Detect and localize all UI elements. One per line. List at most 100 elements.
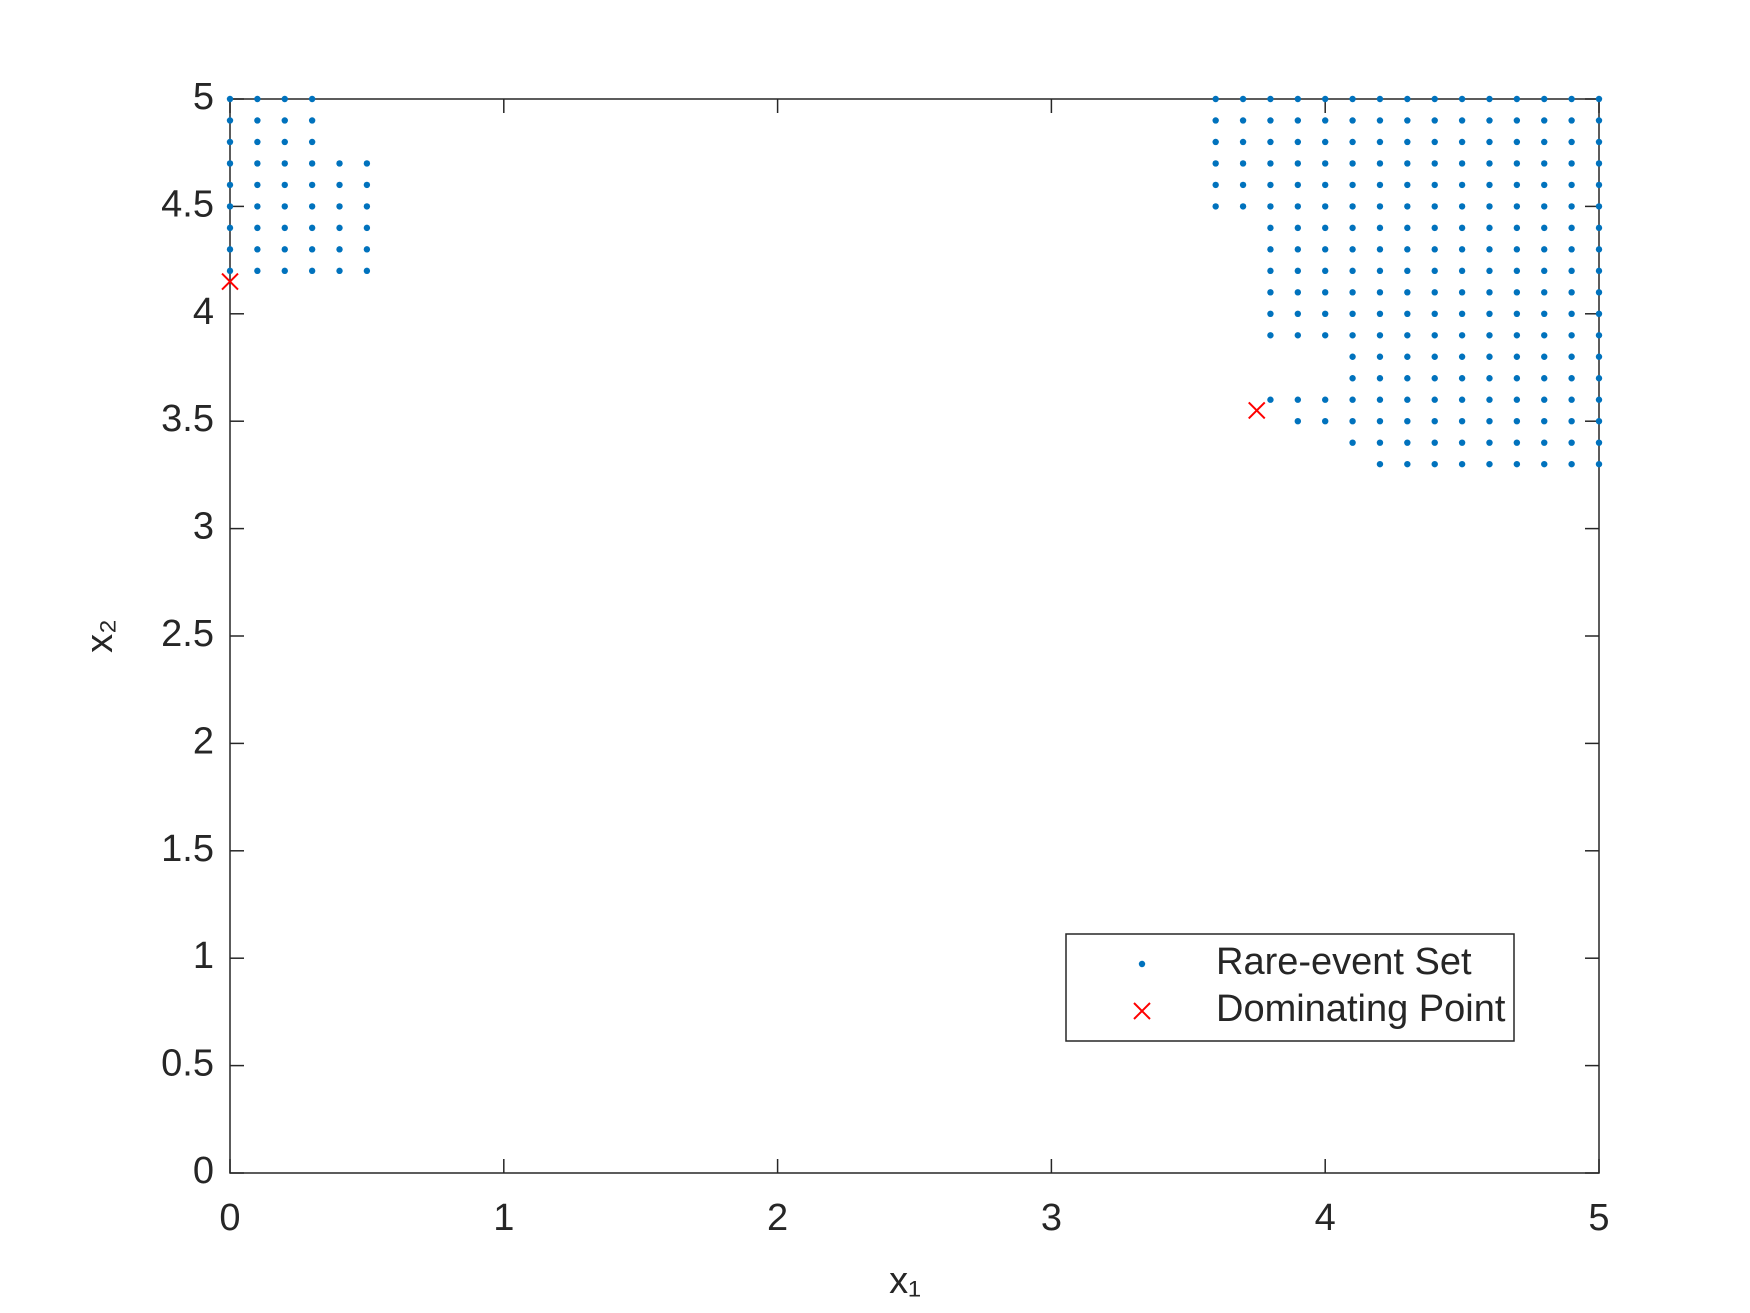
dot-marker (1541, 246, 1548, 253)
dot-marker (1294, 246, 1302, 253)
dot-marker (281, 267, 288, 275)
dot-marker (1568, 353, 1575, 360)
dot-marker (1404, 117, 1411, 124)
dot-marker (1595, 138, 1603, 146)
dot-marker (363, 160, 371, 167)
dot-marker (1349, 224, 1356, 232)
dot-marker (1431, 267, 1438, 275)
dot-marker (1541, 375, 1548, 382)
dot-marker (281, 224, 288, 232)
dot-marker (1376, 138, 1384, 146)
dot-marker (1239, 95, 1247, 103)
dot-marker (254, 224, 261, 232)
dot-marker (281, 203, 288, 210)
dot-marker (1513, 353, 1521, 360)
dot-marker (1458, 267, 1466, 275)
y-tick-label: 3 (193, 506, 214, 548)
dot-marker (1322, 246, 1329, 253)
legend-label: Rare-event Set (1216, 941, 1472, 983)
dot-marker (1431, 181, 1438, 189)
dot-marker (1513, 246, 1521, 253)
dot-marker (1595, 117, 1603, 124)
dot-marker (1568, 117, 1575, 124)
dot-marker (1349, 439, 1356, 446)
dot-marker (1486, 160, 1493, 167)
dot-marker (1486, 310, 1493, 317)
dot-marker (1458, 460, 1466, 468)
dot-marker (1376, 418, 1384, 425)
dot-marker (1322, 117, 1329, 124)
dot-marker (1595, 289, 1603, 296)
dot-marker (226, 203, 234, 210)
dot-marker (1568, 181, 1575, 189)
dot-marker (1376, 460, 1384, 468)
dot-marker (363, 181, 371, 189)
dot-marker (1431, 246, 1438, 253)
dot-marker (1513, 439, 1521, 446)
cross-marker (221, 272, 239, 291)
dot-marker (1404, 418, 1411, 425)
dot-marker (1349, 138, 1356, 146)
dot-marker (1349, 375, 1356, 382)
dot-marker (1404, 460, 1411, 468)
x-tick-label: 3 (1041, 1197, 1062, 1239)
dot-marker (1541, 439, 1548, 446)
dot-marker (1486, 332, 1493, 339)
dot-marker (1595, 95, 1603, 103)
dot-marker (281, 117, 288, 124)
dot-marker (1294, 418, 1302, 425)
dot-marker (1431, 310, 1438, 317)
dot-marker (308, 224, 316, 232)
dot-marker (1458, 439, 1466, 446)
dot-marker (1376, 117, 1384, 124)
dot-marker (1294, 396, 1302, 403)
dot-marker (1294, 160, 1302, 167)
dot-marker (1267, 203, 1274, 210)
dot-marker (1404, 267, 1411, 275)
dot-marker (1568, 246, 1575, 253)
dot-marker (1486, 289, 1493, 296)
dot-marker (1513, 460, 1521, 468)
dot-marker (1595, 160, 1603, 167)
dot-marker (1513, 138, 1521, 146)
dot-marker (1458, 418, 1466, 425)
dot-marker (1431, 460, 1438, 468)
dot-marker (1486, 203, 1493, 210)
dot-marker (1486, 117, 1493, 124)
dot-marker (1376, 224, 1384, 232)
dot-marker (1322, 267, 1329, 275)
dot-marker (336, 224, 343, 232)
dot-marker (1513, 95, 1521, 103)
dot-marker (1267, 224, 1274, 232)
dot-marker (1431, 95, 1438, 103)
dot-marker (1568, 267, 1575, 275)
dot-marker (1595, 332, 1603, 339)
dot-marker (281, 246, 288, 253)
dot-marker (1431, 289, 1438, 296)
dot-marker (308, 267, 316, 275)
dot-marker (1513, 289, 1521, 296)
dot-marker (1486, 181, 1493, 189)
dot-marker (1568, 95, 1575, 103)
legend-marker (1138, 960, 1146, 968)
dot-marker (1322, 332, 1329, 339)
dot-marker (1349, 181, 1356, 189)
dot-marker (1404, 160, 1411, 167)
dot-marker (1404, 396, 1411, 403)
y-tick-label: 5 (193, 76, 214, 118)
dot-marker (1568, 439, 1575, 446)
dot-marker (1568, 310, 1575, 317)
y-tick-label: 1 (193, 935, 214, 977)
dot-marker (1458, 224, 1466, 232)
dot-marker (1541, 310, 1548, 317)
dot-marker (1486, 375, 1493, 382)
dot-marker (1239, 203, 1247, 210)
dot-marker (1349, 418, 1356, 425)
dot-marker (1568, 396, 1575, 403)
dot-marker (1349, 203, 1356, 210)
series (226, 95, 1603, 468)
dot-marker (1294, 95, 1302, 103)
dot-marker (1349, 332, 1356, 339)
dot-marker (1595, 439, 1603, 446)
dot-marker (1431, 332, 1438, 339)
